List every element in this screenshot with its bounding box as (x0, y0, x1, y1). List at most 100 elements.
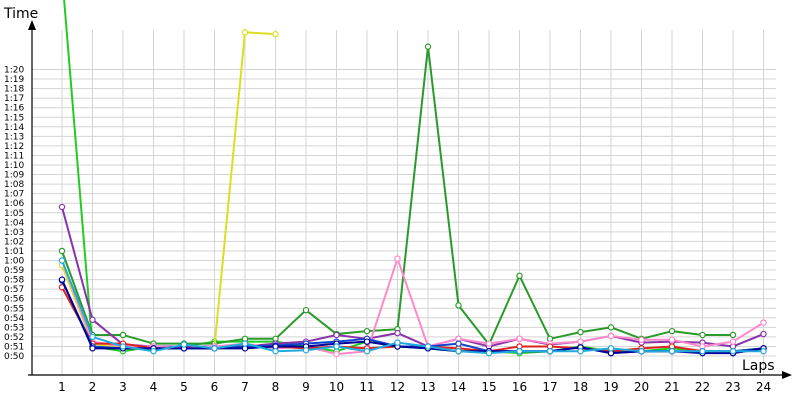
x-tick-label: 1 (58, 380, 66, 394)
data-point (302, 347, 310, 354)
data-point (58, 247, 66, 255)
x-tick-label: 19 (603, 380, 618, 394)
x-axis-arrow (782, 371, 792, 379)
data-point (394, 255, 401, 262)
data-point (546, 348, 554, 355)
x-tick-label: 23 (725, 380, 740, 394)
y-tick-label: 1:18 (4, 85, 24, 95)
data-point (363, 327, 371, 335)
x-tick-label: 15 (481, 380, 496, 394)
data-point (58, 203, 66, 211)
data-point (455, 348, 462, 355)
data-point (89, 316, 96, 323)
data-point (58, 257, 66, 264)
y-tick-label: 1:03 (4, 228, 24, 238)
x-tick-label: 17 (542, 380, 557, 394)
series-line (58, 257, 767, 357)
y-axis-arrow (28, 20, 36, 30)
data-point (485, 340, 493, 347)
data-point (516, 335, 523, 343)
x-tick-label: 14 (451, 380, 466, 394)
data-point (58, 276, 66, 283)
data-point (638, 348, 645, 355)
y-tick-label: 0:55 (4, 304, 24, 314)
data-point (89, 345, 96, 352)
data-point (241, 29, 249, 36)
y-tick-label: 1:15 (4, 113, 24, 123)
y-tick-label: 1:08 (4, 180, 24, 190)
data-point (89, 333, 96, 341)
data-point (729, 348, 737, 355)
y-tick-label: 1:01 (4, 247, 24, 257)
data-point (455, 302, 462, 309)
data-point (485, 349, 493, 357)
data-point (424, 343, 432, 350)
x-tick-label: 22 (695, 380, 710, 394)
data-point (119, 331, 127, 339)
data-point (302, 306, 310, 314)
y-tick-label: 0:58 (4, 276, 24, 286)
data-point (760, 319, 767, 326)
series-path (61, 206, 764, 348)
y-tick-label: 0:53 (4, 323, 24, 333)
x-tick-label: 9 (302, 380, 310, 394)
x-tick-label: 4 (150, 380, 158, 394)
y-tick-label: 1:07 (4, 190, 24, 200)
data-point (577, 328, 584, 336)
data-point (211, 345, 218, 352)
data-point (150, 348, 157, 355)
data-point (577, 348, 584, 355)
x-tick-label: 21 (664, 380, 679, 394)
data-point (241, 340, 249, 347)
x-tick-label: 7 (241, 380, 249, 394)
y-tick-label: 0:50 (4, 352, 24, 362)
x-tick-label: 16 (512, 380, 527, 394)
y-tick-label: 1:06 (4, 199, 24, 209)
data-point (699, 348, 706, 355)
data-point (760, 348, 767, 355)
data-point (119, 343, 127, 350)
x-tick-label: 5 (180, 380, 188, 394)
y-tick-label: 1:12 (4, 142, 24, 152)
y-tick-label: 1:00 (4, 257, 24, 267)
data-point (729, 331, 737, 339)
y-tick-label: 1:02 (4, 237, 24, 247)
data-point (394, 339, 401, 346)
y-tick-label: 1:17 (4, 94, 24, 104)
y-tick-label: 0:57 (4, 285, 24, 295)
data-point (638, 336, 645, 343)
y-tick-label: 0:56 (4, 295, 24, 305)
axes: 0:500:510:520:530:540:550:560:570:580:59… (4, 20, 792, 394)
data-point (424, 43, 432, 50)
data-point (668, 327, 676, 335)
x-axis-label: Laps (742, 358, 775, 374)
series-group (58, 0, 767, 358)
data-point (668, 336, 676, 343)
x-tick-label: 24 (756, 380, 771, 394)
y-tick-label: 1:14 (4, 123, 24, 133)
x-tick-label: 3 (119, 380, 127, 394)
x-tick-label: 8 (272, 380, 280, 394)
data-point (180, 341, 188, 348)
y-tick-label: 1:13 (4, 132, 24, 142)
y-tick-label: 1:05 (4, 209, 24, 219)
x-tick-label: 10 (329, 380, 344, 394)
data-point (668, 348, 676, 355)
y-tick-label: 0:59 (4, 266, 24, 276)
data-point (607, 324, 615, 331)
data-point (607, 345, 615, 352)
y-tick-label: 1:04 (4, 218, 24, 228)
y-tick-label: 1:09 (4, 171, 24, 181)
y-axis-label: Time (3, 6, 38, 22)
series-path (61, 31, 276, 350)
data-point (272, 348, 279, 355)
data-point (607, 332, 615, 340)
data-point (333, 350, 340, 358)
data-point (394, 329, 401, 337)
y-tick-label: 1:20 (4, 66, 24, 76)
y-tick-label: 0:54 (4, 314, 24, 324)
data-point (577, 338, 584, 345)
data-point (272, 30, 279, 38)
data-point (333, 343, 340, 350)
